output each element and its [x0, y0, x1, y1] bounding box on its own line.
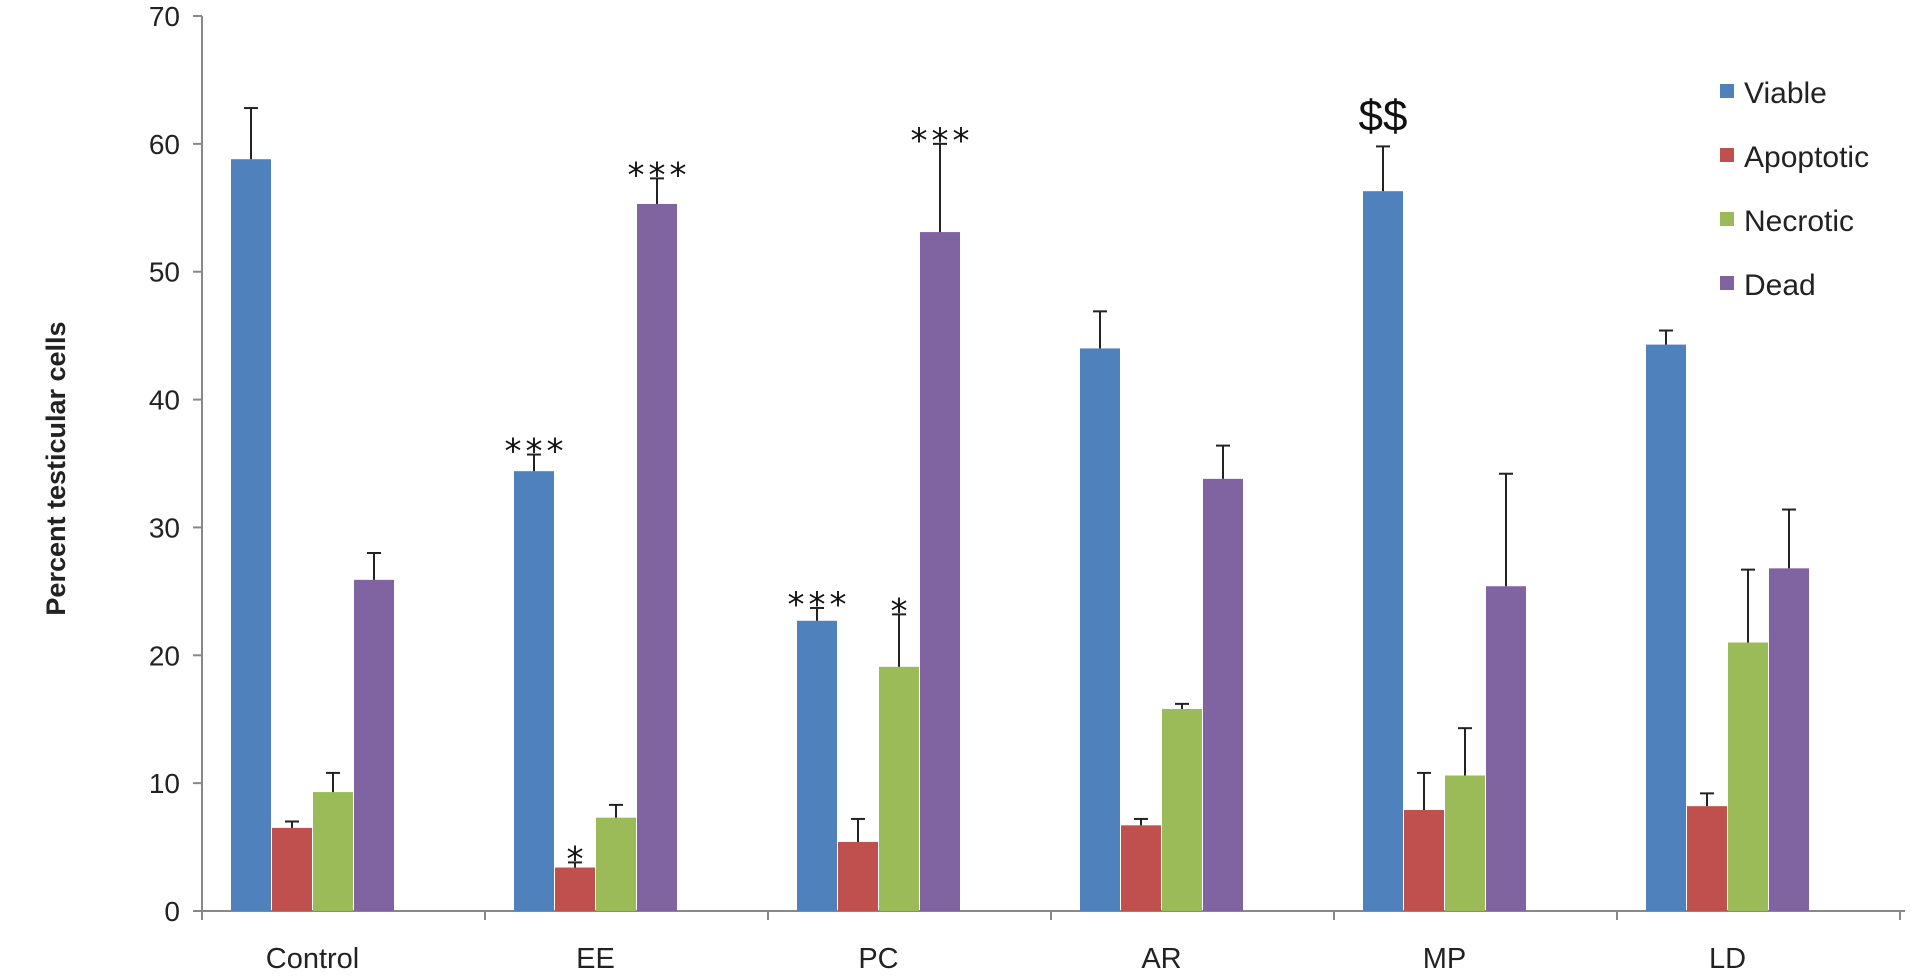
significance-marker: $$ [1359, 91, 1408, 140]
significance-marker: * [567, 839, 588, 879]
y-axis-title: Percent testicular cells [41, 321, 71, 615]
legend-label-apoptotic: Apoptotic [1744, 141, 1869, 174]
bar-dead-control [354, 579, 394, 911]
bar-viable-ee [514, 471, 554, 911]
bar-necrotic-pc [879, 666, 919, 911]
y-tick-label: 50 [149, 257, 180, 288]
bar-apoptotic-pc [838, 841, 878, 911]
bar-viable-mp [1363, 191, 1403, 911]
x-tick-label: Control [266, 943, 360, 975]
bar-necrotic-mp [1445, 775, 1485, 911]
y-tick-label: 70 [149, 1, 180, 32]
bar-viable-pc [797, 620, 837, 911]
significance-marker: *** [788, 585, 851, 625]
significance-marker: *** [628, 155, 691, 195]
bar-necrotic-ar [1162, 708, 1202, 911]
x-tick-label: MP [1423, 943, 1467, 975]
y-tick-label: 0 [164, 896, 180, 927]
x-tick-label: EE [576, 943, 615, 975]
legend-swatch-apoptotic [1720, 148, 1734, 162]
y-tick-label: 30 [149, 512, 180, 543]
legend-swatch-necrotic [1720, 212, 1734, 226]
bar-necrotic-ld [1728, 642, 1768, 911]
y-tick-label: 60 [149, 129, 180, 160]
bar-apoptotic-ld [1687, 806, 1727, 911]
legend-label-necrotic: Necrotic [1744, 205, 1854, 238]
y-tick-label: 10 [149, 768, 180, 799]
x-tick-label: AR [1141, 943, 1181, 975]
bar-dead-pc [920, 232, 960, 912]
x-tick-label: LD [1709, 943, 1746, 975]
legend-swatch-viable [1720, 84, 1734, 98]
bar-dead-ee [637, 203, 677, 911]
x-tick-label: PC [858, 943, 898, 975]
bar-apoptotic-ee [555, 867, 595, 911]
significance-marker: *** [911, 121, 974, 161]
bar-dead-ld [1769, 568, 1809, 911]
bar-viable-ld [1646, 344, 1686, 911]
significance-marker: *** [505, 432, 568, 472]
significance-marker: * [891, 591, 912, 631]
bar-viable-ar [1080, 348, 1120, 911]
bar-necrotic-ee [596, 817, 636, 911]
y-tick-label: 20 [149, 640, 180, 671]
y-tick-label: 40 [149, 385, 180, 416]
bar-viable-control [231, 159, 271, 911]
bar-dead-mp [1486, 586, 1526, 911]
bar-dead-ar [1203, 478, 1243, 911]
legend-label-dead: Dead [1744, 269, 1816, 302]
bar-necrotic-control [313, 792, 353, 911]
legend-swatch-dead [1720, 276, 1734, 290]
legend-label-viable: Viable [1744, 77, 1827, 110]
bar-apoptotic-mp [1404, 809, 1444, 911]
bar-apoptotic-ar [1121, 825, 1161, 911]
bar-apoptotic-control [272, 827, 312, 911]
